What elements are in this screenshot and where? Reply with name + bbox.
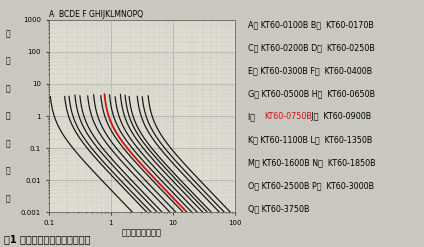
Text: C； KT60-0200B D；  KT60-0250B: C； KT60-0200B D； KT60-0250B <box>248 43 375 52</box>
Text: O； KT60-2500B P；  KT60-3000B: O； KT60-2500B P； KT60-3000B <box>248 181 374 190</box>
Text: M； KT60-1600B N；  KT60-1850B: M； KT60-1600B N； KT60-1850B <box>248 158 376 167</box>
Text: 间: 间 <box>6 112 10 121</box>
Text: J；  KT60-0900B: J； KT60-0900B <box>309 112 371 121</box>
Text: ）: ） <box>6 194 10 203</box>
Text: 图1 动作时间与动作电流的关系: 图1 动作时间与动作电流的关系 <box>4 235 91 245</box>
Text: E； KT60-0300B F；  KT60-0400B: E； KT60-0300B F； KT60-0400B <box>248 66 372 75</box>
Text: 时: 时 <box>6 84 10 93</box>
Text: 作: 作 <box>6 57 10 65</box>
Text: Q； KT60-3750B: Q； KT60-3750B <box>248 204 310 213</box>
X-axis label: 动作电流（安培）: 动作电流（安培） <box>122 229 162 238</box>
Text: 秒: 秒 <box>6 167 10 176</box>
Text: 动: 动 <box>6 29 10 38</box>
Text: I；: I； <box>248 112 257 121</box>
Text: A； KT60-0100B B；  KT60-0170B: A； KT60-0100B B； KT60-0170B <box>248 20 374 29</box>
Text: K； KT60-1100B L；  KT60-1350B: K； KT60-1100B L； KT60-1350B <box>248 135 372 144</box>
Text: A  BCDE F GHIJKLMNOPQ: A BCDE F GHIJKLMNOPQ <box>49 10 143 19</box>
Text: G； KT60-0500B H；  KT60-0650B: G； KT60-0500B H； KT60-0650B <box>248 89 375 98</box>
Text: KT60-0750B: KT60-0750B <box>264 112 312 121</box>
Text: （: （ <box>6 139 10 148</box>
